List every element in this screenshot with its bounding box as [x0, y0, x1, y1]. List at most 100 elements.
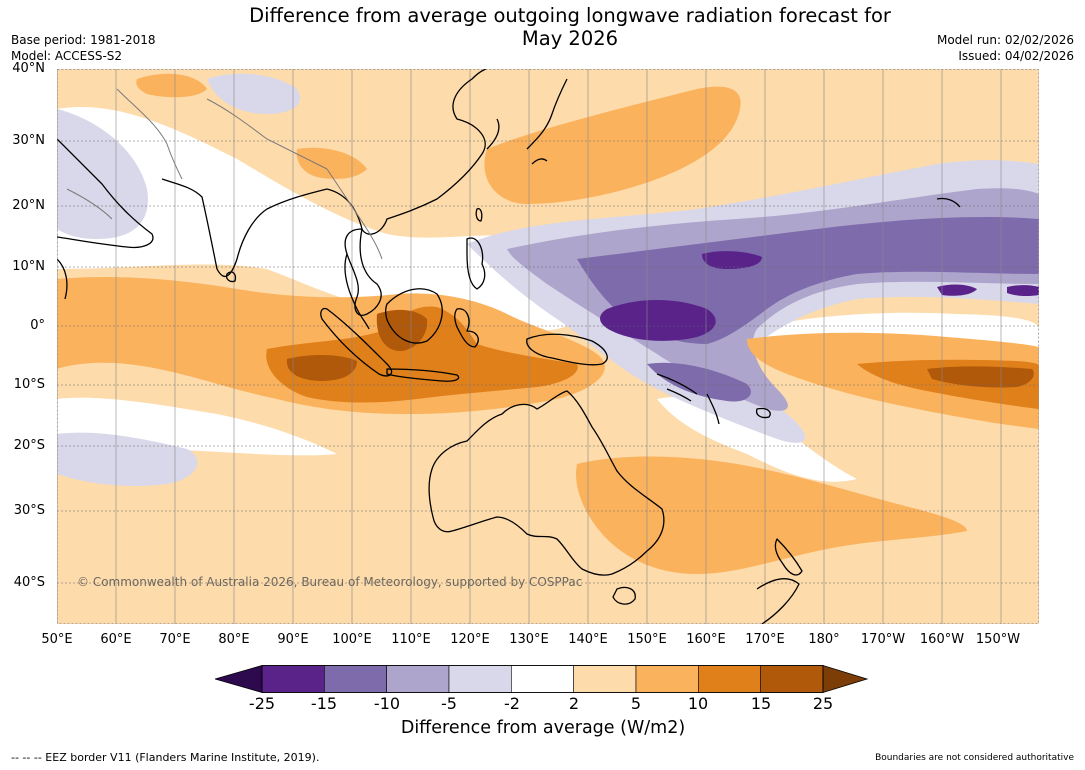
coast-vanuatu [706, 393, 720, 425]
coast-new-zealand-south [756, 577, 800, 624]
colorbar-over-arrow [822, 664, 869, 694]
colorbar-title: Difference from average (W/m2) [400, 718, 686, 738]
coast-sumatra [320, 307, 393, 377]
coast-fiji [755, 407, 771, 419]
lon-label-160w: 160°W [919, 632, 965, 647]
lat-label-0: 0° [30, 318, 45, 333]
lon-label-130e: 130°E [509, 632, 549, 647]
indigo-region-marshall [702, 251, 762, 269]
lat-label-30s: 30°S [13, 503, 45, 518]
white-region-tasman [657, 396, 857, 482]
orange-region-north-pacific [484, 86, 741, 204]
coast-tasmania [612, 586, 636, 605]
coast-australia [428, 390, 665, 576]
lavender-region-arabia [207, 73, 301, 114]
colorbar-bin-1 [324, 665, 387, 693]
lon-label-160e: 160°E [686, 632, 726, 647]
coast-taiwan [475, 208, 483, 222]
coast-solomons [656, 373, 698, 402]
lon-label-140e: 140°E [568, 632, 608, 647]
colorbar-tick-7: 10 [687, 694, 709, 713]
amber-region-maritime [266, 306, 578, 403]
lon-label-50e: 50°E [41, 632, 73, 647]
coast-japan [526, 78, 568, 165]
white-region-north-tropics [57, 107, 1039, 332]
colorbar-bin-0 [261, 665, 325, 693]
lat-label-20s: 20°S [13, 438, 45, 453]
brown-region-sumatra [286, 355, 357, 381]
lon-label-60e: 60°E [100, 632, 132, 647]
coast-korea [486, 118, 500, 150]
chart-title: Difference from average outgoing longwav… [200, 4, 940, 50]
lon-label-120e: 120°E [450, 632, 490, 647]
violet-region-melanesia [647, 362, 751, 402]
lavender-region-west [57, 109, 148, 239]
metadata-right: Model run: 02/02/2026 Issued: 04/02/2026 [937, 32, 1074, 64]
colorbar-bin-5 [573, 665, 637, 693]
lon-label-150w: 150°W [975, 632, 1021, 647]
indigo-region-east-2 [1007, 285, 1039, 297]
colorbar-tick-9: 25 [812, 694, 834, 713]
colorbar [215, 664, 869, 694]
colorbar-tick-4: -2 [504, 694, 520, 713]
coast-borneo [385, 288, 443, 344]
lat-label-10n: 10°N [12, 259, 45, 274]
colorbar-tick-2: -10 [373, 694, 401, 713]
base-period: Base period: 1981-2018 [11, 33, 156, 47]
brown-region-borneo [376, 309, 428, 352]
lon-label-170w: 170°W [860, 632, 906, 647]
lon-label-170e: 170°E [745, 632, 785, 647]
indigo-region-east-1 [937, 284, 977, 296]
coast-java [386, 368, 460, 382]
colorbar-bins [261, 665, 824, 693]
indigo-region-equatorial [600, 300, 716, 341]
model-run: Model run: 02/02/2026 [936, 33, 1074, 47]
title-line-1: Difference from average outgoing longwav… [249, 4, 891, 27]
colorbar-bin-6 [635, 665, 699, 693]
colorbar-tick-5: 2 [568, 694, 580, 713]
coast-philippines [466, 237, 486, 290]
colorbar-frame [261, 665, 824, 693]
brown-region-south-pacific [927, 366, 1034, 388]
eez-border-note: -- -- -- EEZ border V11 (Flanders Marine… [11, 751, 320, 764]
colorbar-bin-7 [698, 665, 761, 693]
lat-label-40n: 40°N [12, 61, 45, 76]
coast-sulawesi [454, 308, 479, 348]
lon-label-90e: 90°E [277, 632, 309, 647]
colorbar-tick-6: 5 [630, 694, 642, 713]
colorbar-tick-3: -5 [441, 694, 457, 713]
lon-label-110e: 110°E [391, 632, 431, 647]
title-line-2: May 2026 [521, 27, 619, 50]
orange-region-himalaya [296, 147, 367, 179]
lat-label-40s: 40°S [13, 575, 45, 590]
copyright-notice: © Commonwealth of Australia 2026, Bureau… [77, 575, 583, 589]
lat-label-10s: 10°S [13, 377, 45, 392]
colorbar-bin-8 [760, 665, 824, 693]
white-region-south-pacific [697, 312, 1039, 369]
map-frame [57, 69, 1039, 624]
coast-china [326, 69, 488, 235]
lon-label-150e: 150°E [627, 632, 667, 647]
coast-new-zealand-north [774, 538, 803, 576]
coast-hawaii [936, 197, 961, 208]
coast-indochina [344, 228, 382, 316]
colorbar-tick-0: -25 [248, 694, 276, 713]
olr-anomaly-map [57, 69, 1039, 624]
coast-sri-lanka [225, 271, 237, 283]
coast-arabia-horn [57, 138, 154, 249]
coast-malay-peninsula [344, 253, 370, 330]
colorbar-tick-1: -15 [310, 694, 338, 713]
lon-label-100e: 100°E [332, 632, 372, 647]
colorbar-tick-8: 15 [750, 694, 772, 713]
model-name: Model: ACCESS-S2 [11, 49, 123, 63]
lon-label-80e: 80°E [218, 632, 250, 647]
country-borders [66, 88, 383, 260]
metadata-left: Base period: 1981-2018 Model: ACCESS-S2 [11, 32, 156, 64]
lat-label-20n: 20°N [12, 198, 45, 213]
coast-new-guinea [526, 333, 608, 366]
lon-label-70e: 70°E [159, 632, 191, 647]
coastlines [57, 69, 961, 624]
lon-label-180: 180° [808, 632, 840, 647]
orange-region-arabia [136, 73, 207, 98]
boundaries-disclaimer: Boundaries are not considered authoritat… [875, 753, 1074, 763]
